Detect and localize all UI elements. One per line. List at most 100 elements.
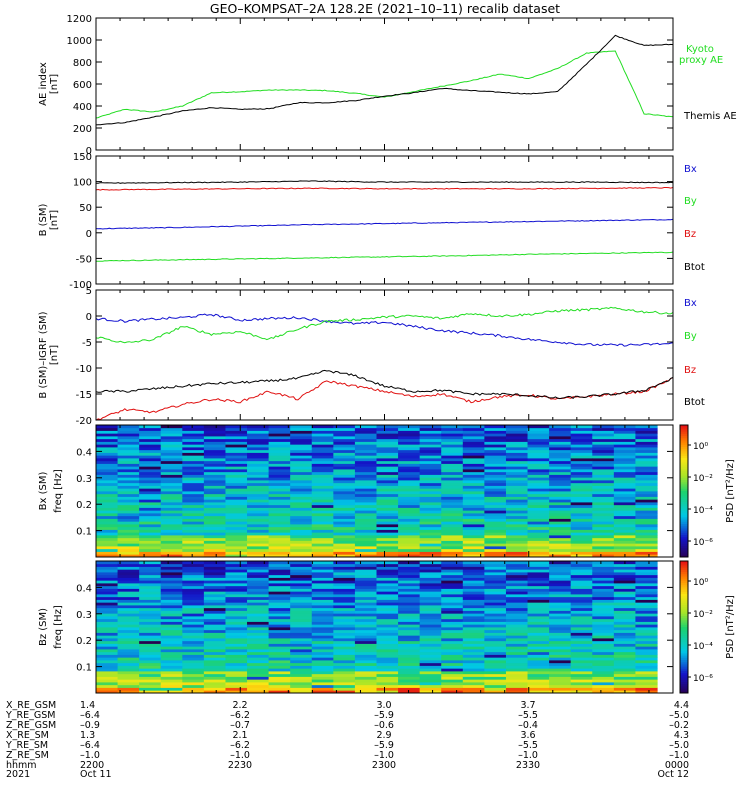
spec-cell [419,546,442,550]
spec-cell [160,605,183,609]
spec-cell [311,507,334,511]
y-axis-label-2: freq [Hz] [53,469,64,513]
spec-cell [333,444,356,448]
colorbar-cell [680,480,688,483]
spec-cell [311,687,334,691]
colorbar-cell [680,499,688,503]
spec-cell [311,441,334,445]
spec-cell [592,605,615,609]
spec-cell [225,583,248,587]
spec-cell [333,632,356,636]
spec-cell [333,690,356,694]
spec-cell [203,632,227,636]
spec-cell [354,526,378,530]
spec-cell [160,660,183,664]
spec-cell [333,452,356,456]
spec-cell [96,599,119,603]
spec-cell [182,588,205,592]
spec-cell [592,657,615,661]
spec-cell [570,518,593,522]
spec-cell [203,526,227,530]
spec-cell [613,649,637,653]
spec-cell [549,463,572,467]
spec-cell [96,605,119,609]
spec-cell [333,477,356,481]
y-tick-label: 600 [73,80,92,91]
spec-cell [290,460,313,464]
spec-cell [290,684,313,688]
legend-themis: Themis AE [683,111,737,122]
spec-cell [419,496,442,500]
spec-cell [570,482,593,486]
spec-cell [484,427,507,431]
colorbar-cell [680,640,688,643]
spec-cell [570,583,593,587]
spec-cell [592,480,615,484]
spec-cell [333,469,356,473]
spec-cell [160,572,183,576]
spec-cell [247,613,270,617]
spec-cell [333,480,356,484]
spec-cell [225,591,248,595]
spec-cell [613,563,637,567]
spec-cell [225,444,248,448]
spec-cell [354,493,378,497]
spec-cell [462,646,485,650]
spec-cell [333,548,356,552]
y-tick-label: 0 [86,146,92,157]
spec-cell [139,627,162,631]
spec-cell [441,671,464,675]
spec-cell [182,482,205,486]
spec-cell [139,569,162,573]
spec-cell [354,585,378,589]
spec-cell [117,687,140,691]
spec-cell [139,469,162,473]
spec-cell [376,463,399,467]
spec-cell [419,643,442,647]
spec-cell [290,444,313,448]
spec-cell [247,427,270,431]
spec-cell [398,463,421,467]
spec-cell [160,507,183,511]
spec-cell [398,458,421,462]
colorbar-cell [680,633,688,637]
spec-cell [441,548,464,552]
spec-cell [311,469,334,473]
spec-cell [505,504,529,508]
spec-cell [268,684,291,688]
spec-cell [613,662,637,666]
spec-cell [311,621,334,625]
spec-cell [247,471,270,475]
spec-cell [484,513,507,517]
spec-cell [139,471,162,475]
spec-cell [333,665,356,669]
spec-cell [139,436,162,440]
spec-cell [398,563,421,567]
spec-cell [333,455,356,459]
colorbar-cell [680,535,688,538]
spec-cell [462,580,485,584]
spec-cell [592,599,615,603]
spec-cell [160,436,183,440]
spec-cell [570,580,593,584]
spec-cell [441,643,464,647]
colorbar-cell [680,613,688,617]
spec-cell [160,433,183,437]
spec-cell [462,676,485,680]
spec-cell [592,649,615,653]
spec-cell [354,449,378,453]
spec-cell [117,441,140,445]
spec-cell [484,510,507,514]
spec-cell [96,551,119,555]
spec-cell [182,537,205,541]
spec-cell [462,430,485,434]
colorbar-cell [680,679,688,683]
spec-cell [247,485,270,489]
spec-cell [613,502,637,506]
spec-cell [354,602,378,606]
spec-cell [96,657,119,661]
spec-cell [247,524,270,528]
spec-cell [160,679,183,683]
spec-cell [441,532,464,536]
spec-cell [398,690,421,694]
